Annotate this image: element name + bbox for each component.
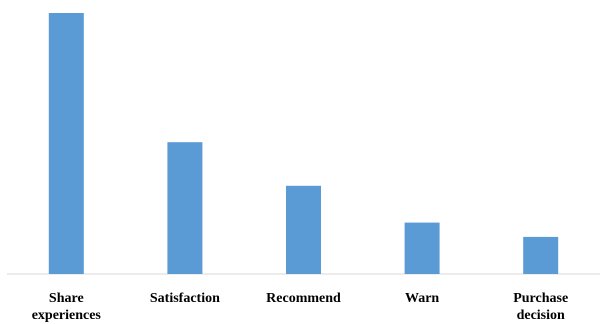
bar-0 — [48, 13, 84, 274]
x-tick-label-0-line-0: Share — [49, 291, 84, 306]
bar-3 — [404, 222, 440, 274]
x-tick-label-3-line-0: Warn — [405, 291, 439, 306]
x-tick-label-3: Warn — [405, 291, 439, 306]
x-tick-label-4: Purchase decision — [513, 291, 568, 323]
x-tick-label-1-line-0: Satisfaction — [150, 291, 220, 306]
bar-4 — [523, 236, 559, 274]
x-tick-label-0-line-1: experiences — [32, 308, 102, 323]
x-tick-label-2: Recommend — [266, 291, 341, 306]
x-tick-label-4-line-1: decision — [517, 308, 565, 323]
category-labels-group: Share experiences Satisfaction Recommend War… — [32, 291, 568, 323]
x-tick-label-0: Share experiences — [32, 291, 102, 323]
bars-group — [48, 13, 559, 274]
bar-1 — [167, 142, 203, 274]
x-tick-label-2-line-0: Recommend — [266, 291, 341, 306]
x-tick-label-1: Satisfaction — [150, 291, 220, 306]
x-tick-label-4-line-0: Purchase — [513, 291, 568, 306]
bar-2 — [286, 185, 321, 274]
